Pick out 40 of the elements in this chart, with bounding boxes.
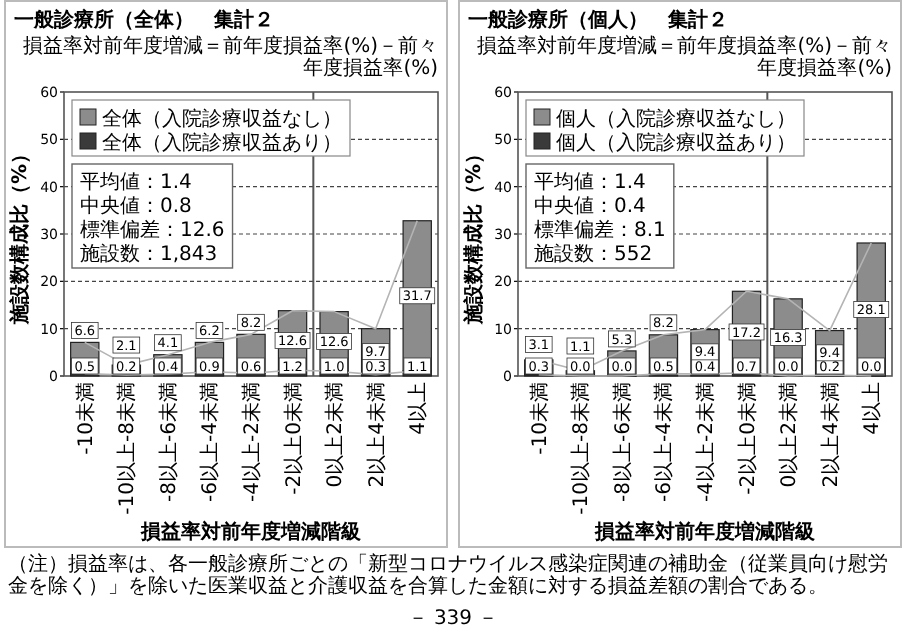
x-tick-label: 2以上4未満 <box>818 382 843 488</box>
legend-label: 個人（入院診療収益なし） <box>556 107 796 131</box>
annotation: 標準偏差：12.6 <box>80 218 225 242</box>
annotation: 中央値：0.4 <box>534 194 646 218</box>
chart-title: 一般診療所（個人） 集計２ <box>468 8 728 32</box>
annotation: 平均値：1.4 <box>534 170 646 194</box>
annotation: 標準偏差：8.1 <box>534 218 666 242</box>
subtitle: 損益率対前年度増減＝前年度損益率(%)－前々年度損益率(%) <box>477 36 892 80</box>
chart-title: 一般診療所（全体） 集計２ <box>14 8 274 32</box>
x-tick-label: 2以上4未満 <box>364 382 389 488</box>
y-axis-title: 施設数構成比（%） <box>462 143 486 327</box>
x-tick-label: -4以上-2未満 <box>694 382 718 502</box>
legend-label: 全体（入院診療収益なし） <box>102 107 342 131</box>
x-tick-label: -8以上-6未満 <box>156 382 181 502</box>
annotation: 平均値：1.4 <box>80 170 192 194</box>
x-tick-label: -6以上-4未満 <box>652 382 677 502</box>
annotation: 中央値：0.8 <box>80 194 192 218</box>
x-tick-label: -10以上-8未満 <box>115 382 140 515</box>
annotation: 施設数：1,843 <box>80 242 218 266</box>
x-axis-title: 損益率対前年度増減階級 <box>139 520 363 544</box>
text: － 339 － <box>405 608 501 630</box>
x-tick-label: -10未満 <box>73 382 98 455</box>
subtitle: 損益率対前年度増減＝前年度損益率(%)－前々年度損益率(%) <box>23 36 438 80</box>
x-tick-label: 4以上 <box>406 382 431 435</box>
x-tick-label: -4以上-2未満 <box>240 382 264 502</box>
text: （注）損益率は、各一般診療所ごとの「新型コロナウイルス感染症関連の補助金（従業員向け慰労金を除く）」を除いた医業収益と介護収益を合算した金額に対する損益差額の割合である。 <box>8 554 890 598</box>
annotation: 施設数：552 <box>534 242 653 266</box>
x-tick-label: 0以上2未満 <box>777 382 802 488</box>
x-tick-label: -10未満 <box>527 382 552 455</box>
legend-label: 個人（入院診療収益あり） <box>556 131 796 155</box>
x-tick-label: 0以上2未満 <box>323 382 348 488</box>
x-tick-label: -8以上-6未満 <box>610 382 635 502</box>
x-tick-label: -2以上0未満 <box>735 382 760 495</box>
x-tick-label: 4以上 <box>860 382 885 435</box>
x-tick-label: -6以上-4未満 <box>198 382 223 502</box>
y-axis-title: 施設数構成比（%） <box>8 143 32 327</box>
x-tick-label: -10以上-8未満 <box>569 382 594 515</box>
legend-label: 全体（入院診療収益あり） <box>102 131 342 155</box>
x-axis-title: 損益率対前年度増減階級 <box>593 520 817 544</box>
x-tick-label: -2以上0未満 <box>281 382 306 495</box>
